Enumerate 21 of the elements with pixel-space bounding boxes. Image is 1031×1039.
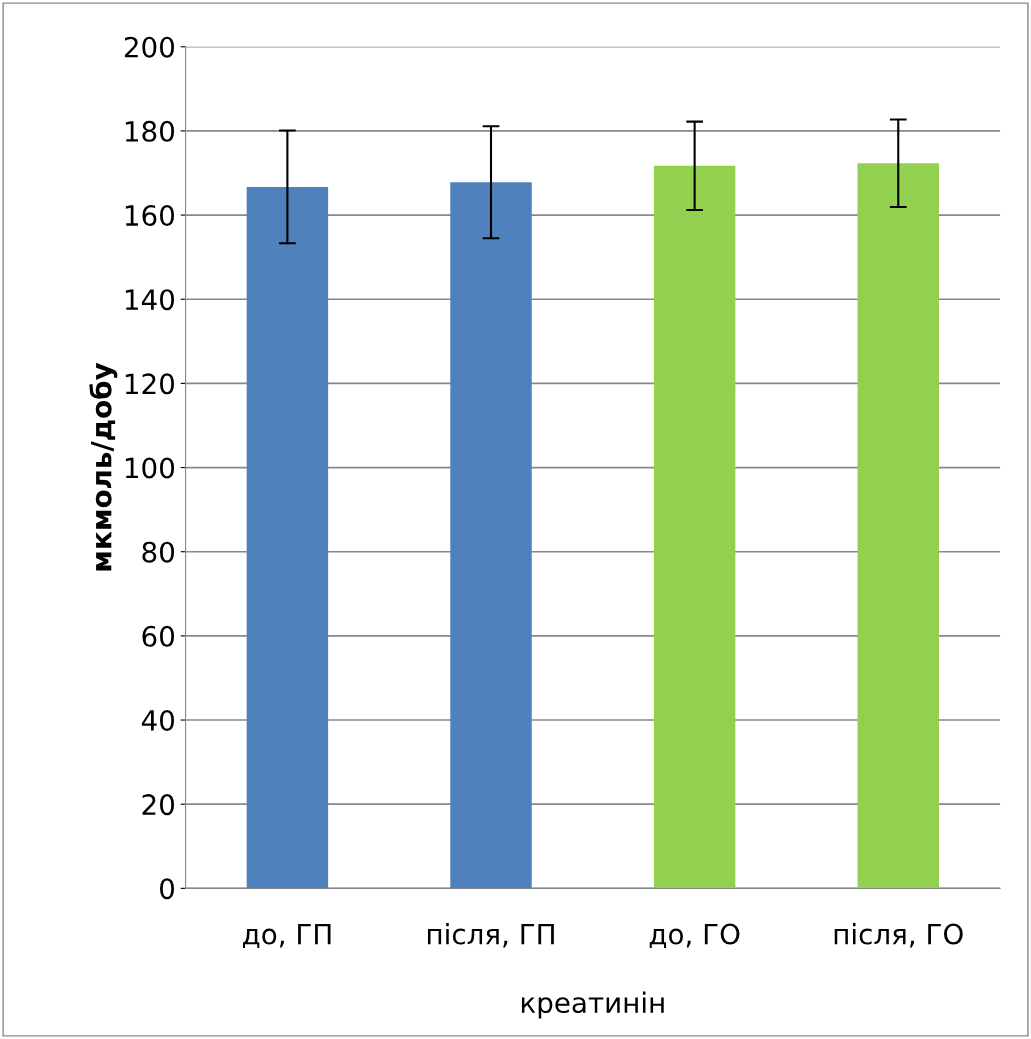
y-tick-label: 60: [142, 625, 175, 647]
y-tick-label: 140: [125, 289, 175, 311]
bar: [450, 182, 532, 889]
x-tick-label: до, ГО: [649, 923, 740, 949]
y-tick-label: 100: [125, 457, 175, 479]
y-tick-label: 200: [124, 36, 175, 58]
y-tick-label: 120: [125, 373, 175, 395]
x-tick-label: після, ГО: [834, 923, 963, 948]
x-tick-label: після, ГП: [427, 923, 554, 948]
bar: [246, 186, 329, 889]
y-tick-label: 0: [160, 878, 175, 900]
y-tick-label: 160: [125, 205, 175, 227]
y-tick-label: 20: [142, 794, 175, 816]
bar: [653, 165, 736, 889]
y-tick-label: 80: [142, 541, 175, 563]
y-tick-label: 180: [125, 120, 175, 142]
x-tick-label: до, ГП: [243, 923, 331, 949]
y-tick-label: 40: [141, 709, 175, 731]
bar: [857, 163, 939, 889]
x-axis-title: креатинін: [521, 991, 664, 1019]
y-axis-title: мкмоль/добу: [89, 362, 118, 571]
